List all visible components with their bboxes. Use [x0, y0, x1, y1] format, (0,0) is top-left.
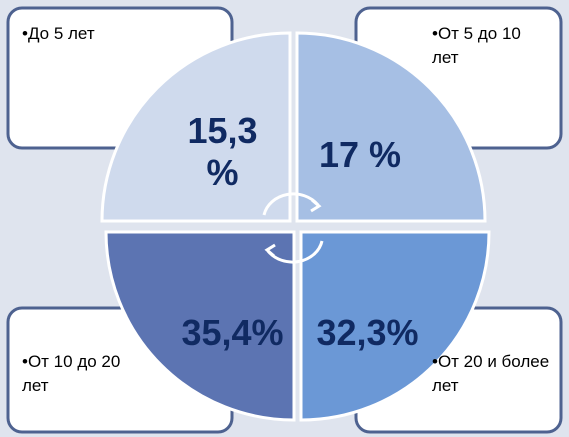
value: 32,3% [316, 312, 419, 353]
label: •От 20 и более лет [432, 352, 550, 395]
label: •От 5 до 10 лет [432, 24, 521, 67]
value: 15,3 % [187, 110, 258, 193]
quadrant [100, 31, 292, 223]
quadrant [104, 230, 296, 422]
label: •До 5 лет [22, 24, 95, 43]
quadrant [299, 230, 491, 422]
label: •От 10 до 20 лет [22, 352, 121, 395]
cycle-arrows [262, 192, 324, 264]
value: 35,4% [181, 312, 284, 353]
quadrant [295, 31, 487, 223]
value: 17 % [318, 134, 402, 175]
